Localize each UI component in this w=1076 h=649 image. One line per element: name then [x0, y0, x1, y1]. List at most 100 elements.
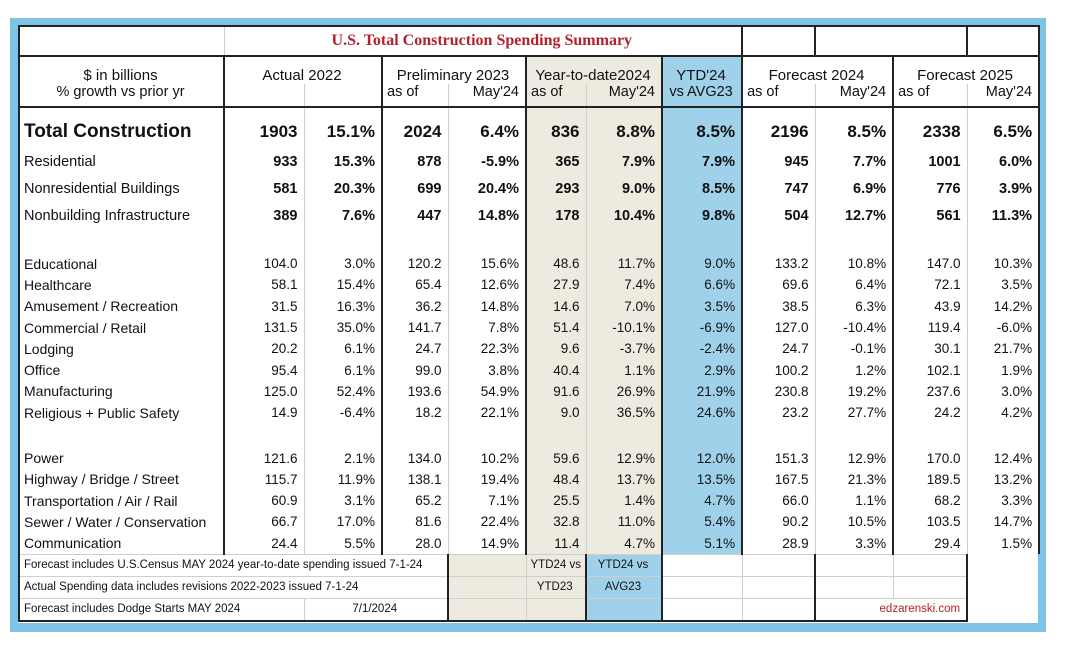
actual-2022-growth: 52.4%: [303, 380, 382, 403]
actual-2022-value: 58.1: [223, 274, 304, 296]
forecast-2025-growth: -6.0%: [966, 316, 1041, 339]
ytd-vs-avg23: 2.9%: [660, 359, 743, 381]
forecast-2025-growth: 14.7%: [966, 511, 1041, 533]
forecast-2025-value: 170.0: [892, 447, 968, 469]
forecast-2024-value: 23.2: [741, 402, 816, 424]
prelim-2023-value: 99.0: [381, 359, 448, 381]
prelim-2023-growth: 6.4%: [447, 115, 526, 148]
forecast-2024-growth: 1.1%: [814, 489, 894, 512]
forecast-2025-growth: 3.5%: [966, 274, 1041, 296]
forecast-2024-value: 127.0: [741, 316, 816, 339]
actual-2022-growth: 35.0%: [303, 316, 382, 339]
actual-2022-growth: 6.1%: [303, 338, 382, 360]
table-row: Transportation / Air / Rail 60.9 3.1% 65.2 7…: [18, 489, 1041, 512]
ytd-2024-growth: -3.7%: [585, 338, 662, 360]
f24-date: May'24: [814, 84, 894, 107]
forecast-2024-value: 100.2: [741, 359, 816, 381]
prelim-2023-growth: 14.8%: [447, 295, 526, 317]
ytd-2024-growth: 4.7%: [585, 532, 662, 555]
forecast-2025-value: 1001: [892, 148, 968, 175]
ytd-2024-value: 365: [525, 148, 586, 175]
ytd-2024-growth: 11.7%: [585, 253, 662, 275]
forecast-2024-growth: 10.8%: [814, 253, 894, 275]
ytd-2024-value: 27.9: [525, 274, 586, 296]
forecast-2024-growth: 7.7%: [814, 148, 894, 175]
row-label: Communication: [18, 532, 224, 555]
forecast-2024-growth: 27.7%: [814, 402, 894, 424]
forecast-2024-value: 66.0: [741, 489, 816, 512]
spacer-row: [18, 229, 1041, 253]
row-label: Total Construction: [18, 115, 224, 148]
ytd-2024-value: 836: [525, 115, 586, 148]
table-row: Religious + Public Safety 14.9 -6.4% 18.2 22…: [18, 402, 1041, 424]
forecast-2025-growth: 10.3%: [966, 253, 1041, 275]
spreadsheet: U.S. Total Construction Spending Summary…: [18, 25, 1041, 623]
forecast-2024-value: 2196: [741, 115, 816, 148]
forecast-2025-value: 29.4: [892, 532, 968, 555]
ytd-2024-growth: 7.0%: [585, 295, 662, 317]
forecast-2025-growth: 3.3%: [966, 489, 1041, 512]
forecast-2025-value: 561: [892, 202, 968, 229]
ytd-vs-avg23: 13.5%: [660, 468, 743, 490]
forecast-2025-value: 24.2: [892, 402, 968, 424]
forecast-2025-growth: 6.0%: [966, 148, 1041, 175]
prelim-2023-value: 878: [381, 148, 448, 175]
actual-2022-growth: 2.1%: [303, 447, 382, 469]
forecast-2024-value: 945: [741, 148, 816, 175]
ytd-asof: as of: [525, 84, 586, 107]
forecast-2025-value: 147.0: [892, 253, 968, 275]
ytd-vs-avg23: -2.4%: [660, 338, 743, 360]
actual-2022-value: 31.5: [223, 295, 304, 317]
ytd-vs-avg23: 9.8%: [660, 202, 743, 229]
prelim-2023-growth: 3.8%: [447, 359, 526, 381]
actual-2022-value: 125.0: [223, 380, 304, 403]
actual-2022-value: 581: [223, 175, 304, 202]
forecast-2025-growth: 12.4%: [966, 447, 1041, 469]
forecast-2025-value: 102.1: [892, 359, 968, 381]
prelim-asof: as of: [381, 84, 448, 107]
actual-2022-value: 131.5: [223, 316, 304, 339]
ytd-2024-growth: -10.1%: [585, 316, 662, 339]
ytd-2024-value: 48.6: [525, 253, 586, 275]
forecast-2025-value: 119.4: [892, 316, 968, 339]
forecast-2024-growth: 3.3%: [814, 532, 894, 555]
row-label: Lodging: [18, 338, 224, 360]
forecast-2024-growth: 12.7%: [814, 202, 894, 229]
ytd-2024-value: 9.6: [525, 338, 586, 360]
row-label: Power: [18, 447, 224, 469]
ytd-vs-avg23: 4.7%: [660, 489, 743, 512]
ytd-vs-avg23: -6.9%: [660, 316, 743, 339]
ytd-2024-value: 11.4: [525, 532, 586, 555]
actual-2022-growth: 11.9%: [303, 468, 382, 490]
prelim-2023-value: 134.0: [381, 447, 448, 469]
ytd-vs-avg23: 5.4%: [660, 511, 743, 533]
brand-text: edzarenski.com: [814, 597, 969, 622]
prelim-2023-value: 2024: [381, 115, 448, 148]
actual-2022-value: 95.4: [223, 359, 304, 381]
prelim-2023-growth: 20.4%: [447, 175, 526, 202]
forecast-2025-value: 72.1: [892, 274, 968, 296]
forecast-2024-value: 747: [741, 175, 816, 202]
prelim-2023-growth: 54.9%: [447, 380, 526, 403]
prelim-2023-value: 120.2: [381, 253, 448, 275]
forecast-2024-growth: 21.3%: [814, 468, 894, 490]
table-row: Nonresidential Buildings 581 20.3% 699 20.4%…: [18, 175, 1041, 202]
forecast-2024-growth: 8.5%: [814, 115, 894, 148]
table-row: Healthcare 58.1 15.4% 65.4 12.6% 27.9 7.4% 6.6%…: [18, 274, 1041, 296]
prelim-2023-growth: 14.9%: [447, 532, 526, 555]
ytd-vs-avg23: 3.5%: [660, 295, 743, 317]
table-row: Highway / Bridge / Street 115.7 11.9% 138.1…: [18, 468, 1041, 490]
forecast-2025-growth: 21.7%: [966, 338, 1041, 360]
actual-2022-value: 1903: [223, 115, 304, 148]
ytd-2024-growth: 10.4%: [585, 202, 662, 229]
forecast-2025-value: 103.5: [892, 511, 968, 533]
f24-asof: as of: [741, 84, 816, 107]
row-label: Manufacturing: [18, 380, 224, 403]
ytd-2024-growth: 26.9%: [585, 380, 662, 403]
actual-2022-growth: 15.3%: [303, 148, 382, 175]
forecast-2025-growth: 1.9%: [966, 359, 1041, 381]
ytd-2024-value: 91.6: [525, 380, 586, 403]
forecast-2024-growth: -10.4%: [814, 316, 894, 339]
forecast-2024-growth: 6.4%: [814, 274, 894, 296]
row-label: Commercial / Retail: [18, 316, 224, 339]
